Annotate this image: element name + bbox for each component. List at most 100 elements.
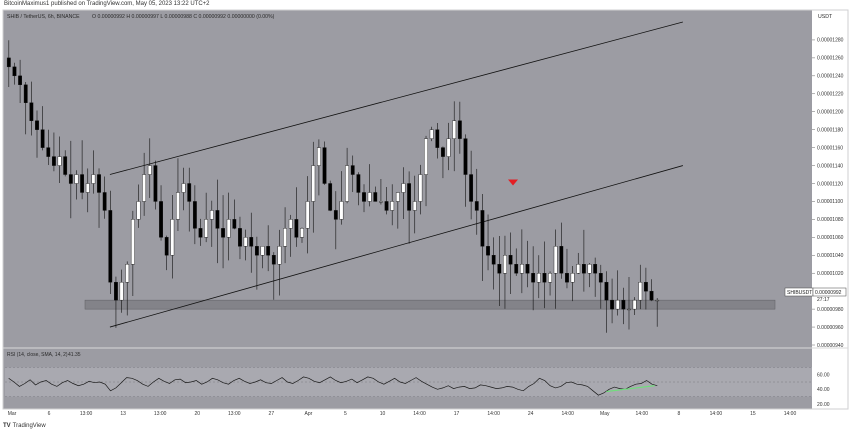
candle-bear [6,57,11,68]
candle-bull [615,299,620,310]
tradingview-brand[interactable]: TV TradingView [3,423,46,429]
candle-bull [277,246,282,265]
currency-label: USDT [818,14,833,20]
candle-bull [243,237,248,247]
time-tick-label: 14:00 [413,411,426,417]
price-tick-label: 0.00000960 [817,325,844,331]
candle-bear [435,129,440,148]
support-zone [84,299,776,310]
price-label-value: 0.00000992 [815,290,842,296]
candle-bear [35,120,39,130]
time-tick-label: 27 [269,411,275,417]
tradingview-logo-icon: TV [3,423,11,429]
chart-title: SHIB / TetherUS, 6h, BINANCE [7,14,80,20]
candle-bear [457,120,462,139]
candle-bull [536,273,541,283]
rsi-line [8,376,658,396]
candle-bear [604,281,609,301]
candle-bear [480,210,485,247]
candle-bear [187,183,192,202]
candle-bear [469,174,474,202]
candle-bull [367,192,372,202]
price-tick-label: 0.00001060 [817,235,844,241]
candle-bull [345,165,349,202]
candle-bull [85,183,90,193]
candle-bear [649,290,654,301]
candle-bear [373,192,378,202]
time-tick-label: 24 [528,411,534,417]
candle-bear [40,129,45,148]
candle-bear [441,147,445,157]
candle-bear [644,281,648,292]
candle-bear [565,273,569,283]
publisher-caption: BitcoinMaximus1 published on TradingView… [4,1,210,7]
candle-bull [655,299,660,302]
candle-bear [29,102,34,121]
channel-lower-line [109,165,683,328]
price-tick-label: 0.00001180 [817,127,843,133]
candle-bear [114,281,118,301]
candle-bear [271,255,276,265]
price-tick-label: 0.00001160 [817,145,843,151]
candle-bear [384,201,389,211]
candle-bull [424,138,428,175]
candle-bull [446,138,451,157]
rsi-value: 41.35 [68,352,81,358]
candle-bear [463,138,468,175]
candle-bull [226,219,231,238]
candle-bull [142,174,147,202]
candle-bull [390,201,395,211]
candle-bull [204,219,209,238]
time-tick-label: Apr [304,411,312,417]
price-tick-label: 0.00001200 [817,110,844,116]
candle-bear [102,192,107,211]
time-tick-label: 20 [194,411,200,417]
candle-bull [553,246,558,274]
rsi-title: RSI (14, close, SMA, 14, 2) [7,352,68,358]
candle-bull [209,210,214,220]
candle-bear [294,219,299,238]
candle-bear [12,66,17,77]
candle-bear [407,183,412,211]
time-tick-label: 14:00 [710,411,723,417]
candle-bull [317,147,321,166]
candle-bear [508,255,513,265]
candle-bull [503,255,507,274]
candle-bear [328,183,333,211]
price-label: SHIBUSDT 0.00000992 27:17 [784,287,847,303]
candle-bear [249,237,254,247]
rsi-tick-label: 20.00 [817,402,830,408]
candle-bear [362,192,366,202]
candle-bull [412,201,417,211]
chart-frame [2,9,849,410]
time-tick-label: 14:00 [561,411,574,417]
candle-bear [215,210,220,229]
candle-bull [91,174,96,184]
time-tick-label: 14:00 [487,411,500,417]
candle-bull [418,174,423,202]
price-tick-label: 0.00000980 [817,307,844,313]
time-tick-label: 6 [48,411,51,417]
time-tick-label: 13:00 [80,411,93,417]
candle-bull [57,156,62,166]
candle-bull [587,264,592,274]
rsi-tick-label: 60.00 [817,372,830,378]
candle-bull [170,219,175,256]
candle-bull [452,120,457,139]
candle-bear [159,201,163,238]
candle-bull [125,264,130,283]
price-tick-label: 0.00001120 [817,181,843,187]
candle-bear [322,147,327,184]
candle-bear [108,210,113,283]
candle-bull [311,165,316,202]
candle-bear [52,156,56,166]
candle-bear [559,246,564,274]
price-tick-label: 0.00001280 [817,38,844,44]
time-tick-label: 15 [750,411,756,417]
candle-bull [576,264,581,274]
candle-bull [570,273,575,283]
price-tick-label: 0.00001220 [817,92,844,98]
rsi-tick-label: 40.00 [817,387,830,393]
candle-bear [491,255,496,265]
